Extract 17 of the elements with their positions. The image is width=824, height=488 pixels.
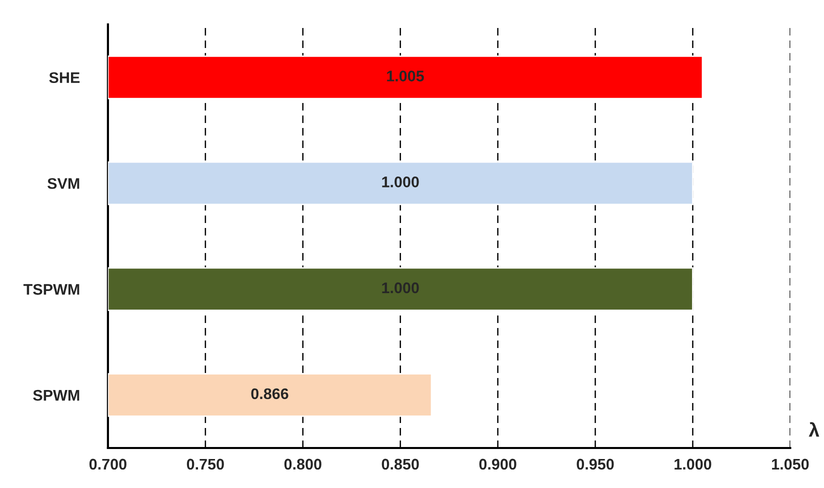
data-label: 0.866 (251, 388, 288, 400)
y-tick-label: SPWM (33, 390, 80, 401)
x-tick-label: 0.700 (89, 458, 126, 470)
y-tick-label: TSPWM (23, 284, 80, 295)
x-tick-label: 0.750 (186, 458, 224, 470)
x-tick-label: 1.050 (772, 458, 809, 470)
data-label: 1.000 (382, 282, 419, 294)
data-label: 1.000 (382, 176, 419, 188)
y-tick-label: SVM (48, 178, 80, 189)
x-axis-title: λ (808, 422, 820, 437)
x-tick-label: 0.900 (479, 458, 516, 470)
x-tick-label: 1.000 (674, 458, 712, 470)
x-tick-label: 0.850 (382, 458, 419, 470)
y-tick-label: SHE (49, 72, 80, 84)
x-tick-label: 0.800 (284, 458, 322, 470)
data-label: 1.005 (387, 70, 424, 82)
x-tick-label: 0.950 (576, 458, 614, 470)
